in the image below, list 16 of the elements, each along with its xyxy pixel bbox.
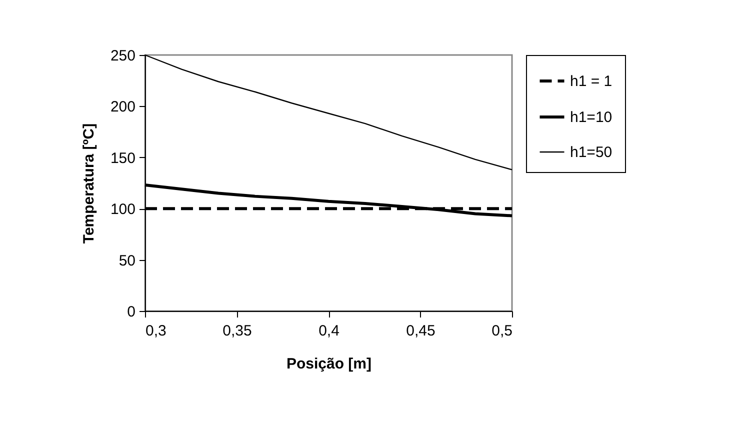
y-tick-label: 100 xyxy=(110,201,136,218)
y-tick-label: 0 xyxy=(127,304,136,320)
x-tick-label: 0,45 xyxy=(406,322,436,340)
legend-label: h1 = 1 xyxy=(570,73,612,90)
y-axis-title: Temperatura [ºC] xyxy=(80,123,98,244)
x-tick-label: 0,4 xyxy=(318,322,340,340)
x-tick-label: 0,3 xyxy=(146,322,166,340)
x-tick-label: 0,35 xyxy=(222,322,252,340)
y-tick-label: 250 xyxy=(110,48,136,64)
y-tick-label: 200 xyxy=(110,98,136,116)
x-tick-label: 0,5 xyxy=(492,322,512,340)
y-tick-label: 50 xyxy=(118,252,136,270)
y-tick-label: 150 xyxy=(110,150,136,167)
legend-label: h1=50 xyxy=(570,144,612,161)
x-axis-title: Posição [m] xyxy=(286,356,372,372)
legend-label: h1=10 xyxy=(570,109,612,126)
